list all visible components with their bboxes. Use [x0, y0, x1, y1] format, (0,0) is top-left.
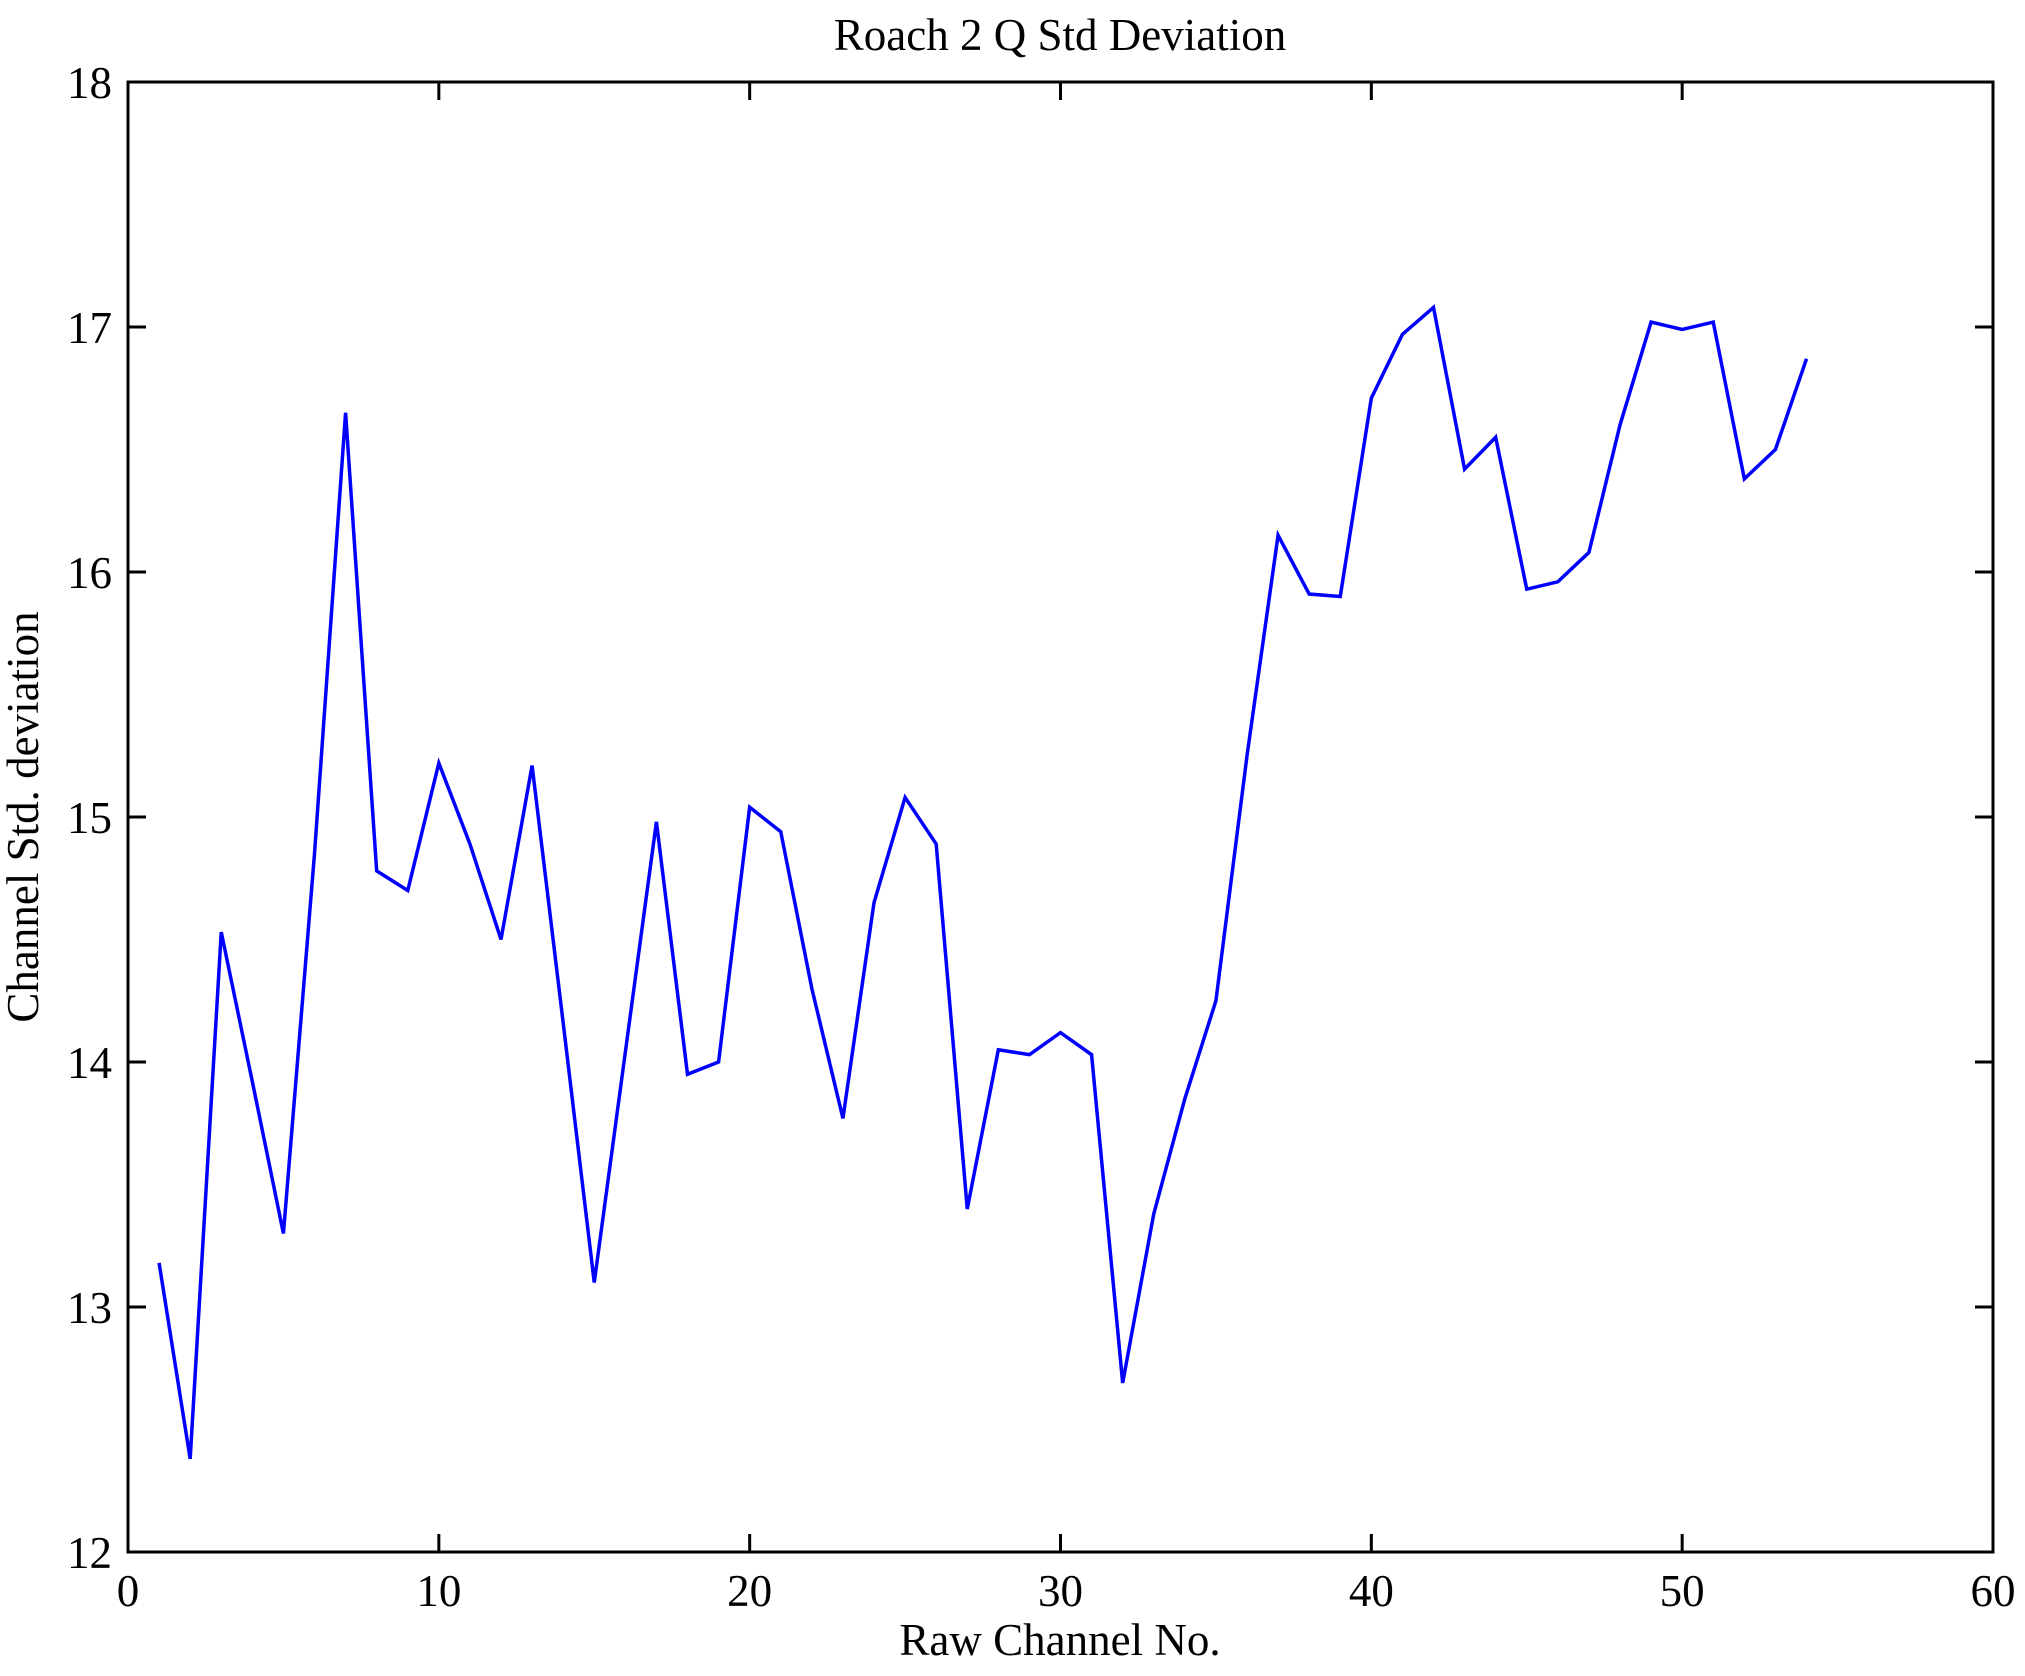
y-tick-label: 12 [67, 1528, 112, 1578]
x-axis-label: Raw Channel No. [899, 1615, 1220, 1665]
x-tick-label: 0 [117, 1566, 140, 1616]
x-tick-label: 30 [1038, 1566, 1083, 1616]
plot-border [126, 80, 1995, 1554]
x-tick-label: 60 [1971, 1566, 2016, 1616]
chart-title: Roach 2 Q Std Deviation [834, 10, 1286, 60]
axis-tick-labels: 0 10 20 30 40 50 60 12 13 14 15 16 17 18 [67, 58, 2016, 1616]
x-tick-label: 40 [1349, 1566, 1394, 1616]
y-tick-label: 13 [67, 1283, 112, 1333]
y-tick-label: 15 [67, 793, 112, 843]
x-tick-label: 20 [727, 1566, 772, 1616]
axis-ticks [126, 80, 1995, 1554]
x-tick-label: 50 [1660, 1566, 1705, 1616]
y-tick-label: 16 [67, 548, 112, 598]
y-tick-label: 18 [67, 58, 112, 108]
y-tick-label: 17 [67, 303, 112, 353]
y-axis-label: Channel Std. deviation [0, 611, 48, 1022]
y-tick-label: 14 [67, 1038, 112, 1088]
data-line [157, 304, 1809, 1460]
x-tick-label: 10 [416, 1566, 461, 1616]
